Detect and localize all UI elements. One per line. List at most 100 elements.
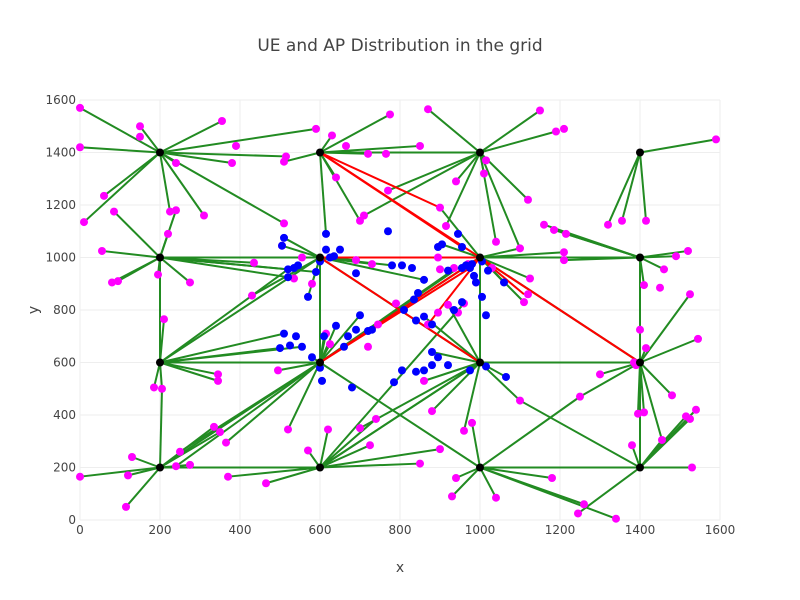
ue-blue-point-18 <box>408 264 416 272</box>
green-link-21 <box>427 108 481 154</box>
ue-magenta-point-49 <box>114 277 122 286</box>
y-tick-label-7: 1400 <box>45 146 76 160</box>
ue-magenta-point-53 <box>186 278 194 287</box>
ue-magenta-point-93 <box>452 474 460 482</box>
ue-magenta-point-78 <box>692 405 700 414</box>
ue-blue-point-12 <box>304 292 312 301</box>
ue-blue-point-64 <box>428 361 436 370</box>
ue-blue-point-63 <box>420 366 428 375</box>
ue-magenta-point-85 <box>576 392 584 401</box>
ue-magenta-point-75 <box>668 391 676 400</box>
ue-magenta-point-64 <box>560 256 568 265</box>
red-link-5 <box>479 256 641 364</box>
ap-layer <box>156 148 644 472</box>
green-link-14 <box>319 113 391 154</box>
ue-magenta-point-90 <box>612 514 620 523</box>
green-link-27 <box>387 151 481 192</box>
ap-point-11 <box>636 358 644 367</box>
y-tick-label-8: 1600 <box>45 93 76 107</box>
green-link-20 <box>283 151 321 163</box>
green-link-158 <box>479 466 553 479</box>
green-link-26 <box>455 151 481 183</box>
ap-point-9 <box>316 358 324 367</box>
green-link-6 <box>159 151 287 158</box>
ue-blue-point-30 <box>472 278 480 287</box>
ue-magenta-point-72 <box>642 344 650 353</box>
ap-point-7 <box>636 253 644 262</box>
red-link-1 <box>319 151 441 209</box>
ue-blue-point-40 <box>420 312 428 321</box>
green-link-150 <box>319 448 441 469</box>
ue-magenta-point-139 <box>128 453 136 461</box>
green-link-39 <box>113 210 161 259</box>
green-link-9 <box>83 151 161 223</box>
ue-magenta-point-115 <box>392 299 400 308</box>
green-link-172 <box>577 466 641 515</box>
ue-magenta-point-106 <box>262 479 270 488</box>
green-link-37 <box>607 152 641 226</box>
green-link-108 <box>431 351 481 364</box>
green-link-161 <box>471 422 481 468</box>
green-link-157 <box>479 467 497 499</box>
green-link-11 <box>159 151 205 217</box>
ue-magenta-point-1 <box>76 143 84 152</box>
green-link-78 <box>543 223 641 259</box>
ue-blue-point-7 <box>284 265 292 274</box>
ue-magenta-point-31 <box>524 195 532 204</box>
ue-magenta-point-52 <box>160 315 168 324</box>
ue-magenta-point-112 <box>326 340 334 349</box>
green-link-107 <box>225 361 321 444</box>
ue-blue-point-39 <box>414 288 422 297</box>
ue-magenta-point-109 <box>248 291 256 300</box>
ue-blue-point-15 <box>384 227 392 236</box>
ue-blue-point-38 <box>410 295 418 304</box>
x-tick-label-0: 0 <box>76 523 84 537</box>
ue-blue-point-24 <box>444 266 452 275</box>
red-link-6 <box>479 256 525 296</box>
ue-magenta-point-118 <box>444 300 452 309</box>
ue-magenta-point-129 <box>214 376 222 385</box>
green-link-82 <box>153 362 161 388</box>
ue-magenta-point-84 <box>596 370 604 379</box>
ue-magenta-point-32 <box>540 220 548 229</box>
ue-magenta-point-68 <box>672 252 680 261</box>
ue-magenta-point-94 <box>460 426 468 435</box>
ue-magenta-point-51 <box>154 270 162 279</box>
green-link-160 <box>479 466 617 520</box>
ap-point-2 <box>476 148 484 157</box>
x-axis-title: x <box>396 560 404 576</box>
ue-blue-point-68 <box>466 366 474 375</box>
green-link-164 <box>319 361 481 469</box>
green-link-97 <box>277 361 321 372</box>
x-tick-label-3: 600 <box>309 523 332 537</box>
ue-blue-point-54 <box>292 332 300 341</box>
ue-magenta-point-27 <box>360 211 368 220</box>
ue-blue-point-10 <box>284 273 292 282</box>
green-link-129 <box>579 361 641 398</box>
green-link-12 <box>159 151 285 225</box>
ue-magenta-point-77 <box>686 414 694 423</box>
ue-magenta-point-44 <box>172 206 180 215</box>
ue-magenta-point-70 <box>694 334 702 343</box>
ue-magenta-point-89 <box>574 509 582 518</box>
green-link-48 <box>159 256 289 279</box>
ap-point-4 <box>156 253 164 262</box>
green-link-141 <box>159 388 163 468</box>
ue-magenta-point-11 <box>712 135 720 144</box>
ue-magenta-point-99 <box>416 459 424 468</box>
ue-blue-point-44 <box>356 311 364 320</box>
green-link-131 <box>639 362 663 441</box>
ue-magenta-point-87 <box>548 474 556 482</box>
ue-magenta-point-23 <box>480 169 488 178</box>
ue-blue-point-33 <box>484 266 492 275</box>
green-link-73 <box>639 255 677 259</box>
ue-magenta-point-104 <box>304 446 312 455</box>
ue-magenta-point-29 <box>436 203 444 212</box>
ue-blue-point-35 <box>482 311 490 320</box>
ue-magenta-point-103 <box>324 425 332 434</box>
ap-point-5 <box>316 253 324 262</box>
ue-magenta-point-96 <box>428 407 436 416</box>
ue-magenta-point-66 <box>656 283 664 292</box>
ue-magenta-point-25 <box>332 173 340 182</box>
ue-magenta-point-9 <box>552 127 560 136</box>
